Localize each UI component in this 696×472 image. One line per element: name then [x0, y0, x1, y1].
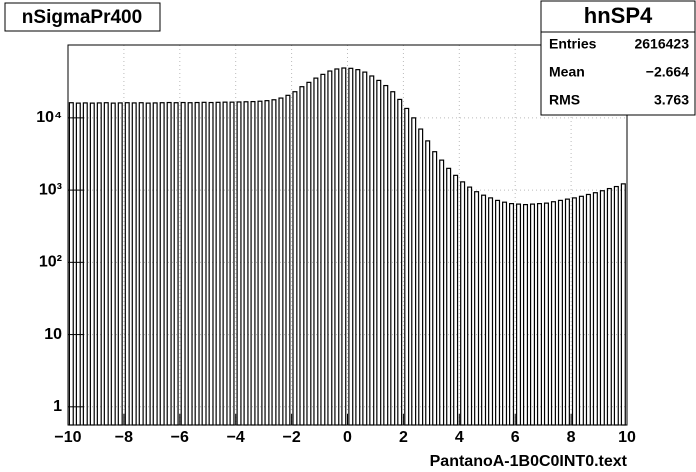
- stats-box: [540, 0, 696, 116]
- x-tick-label: 4: [455, 429, 464, 446]
- x-tick-label: −8: [115, 429, 133, 446]
- stats-value: 2616423: [634, 36, 689, 52]
- y-tick-label: 10³: [39, 181, 62, 198]
- x-tick-label: −4: [227, 429, 245, 446]
- x-axis-label: PantanoA-1B0C0INT0.text: [430, 453, 628, 470]
- x-tick-label: −10: [54, 429, 81, 446]
- x-tick-label: 10: [618, 429, 636, 446]
- y-tick-label: 10⁴: [36, 109, 62, 126]
- stats-value: −2.664: [646, 64, 689, 80]
- stats-label: RMS: [549, 92, 580, 108]
- title-box: [4, 2, 161, 32]
- stats-value: 3.763: [654, 92, 689, 108]
- stats-title: hnSP4: [584, 3, 653, 28]
- x-tick-label: 8: [567, 429, 576, 446]
- y-tick-label: 1: [53, 398, 62, 415]
- x-tick-label: 0: [343, 429, 352, 446]
- x-tick-label: 6: [511, 429, 520, 446]
- stats-label: Entries: [549, 36, 597, 52]
- x-tick-label: −6: [171, 429, 189, 446]
- chart-title: nSigmaPr400: [22, 7, 142, 28]
- stats-label: Mean: [549, 64, 585, 80]
- stats-rows: Entries 2616423 Mean −2.664 RMS 3.763: [549, 36, 689, 108]
- y-tick-label: 10: [44, 326, 62, 343]
- axes: −10 −8 −6 −4 −2 0 2 4 6 8 10 1 10 10² 10³ 10⁴: [36, 109, 636, 446]
- y-tick-label: 10²: [39, 254, 62, 271]
- x-tick-label: −2: [282, 429, 300, 446]
- x-tick-label: 2: [399, 429, 408, 446]
